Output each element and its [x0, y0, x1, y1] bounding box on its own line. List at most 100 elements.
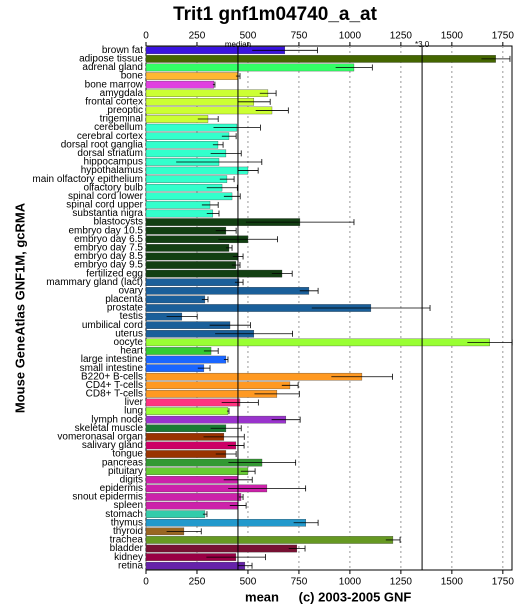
category-label: dorsal root ganglia: [61, 139, 144, 150]
category-label: brown fat: [102, 45, 143, 56]
category-label: salivary gland: [82, 440, 143, 451]
category-label: dorsal striatum: [77, 148, 143, 159]
bar: [145, 244, 230, 252]
category-label: prostate: [107, 303, 144, 314]
category-label: pituitary: [108, 466, 143, 477]
category-label: skeletal muscle: [75, 423, 144, 434]
category-label: digits: [120, 474, 143, 485]
category-label: preoptic: [107, 105, 143, 116]
category-label: main olfactory epithelium: [32, 174, 143, 185]
category-label: hippocampus: [84, 157, 143, 168]
x-tick-label-top: 1250: [390, 31, 413, 42]
bar: [145, 381, 291, 390]
category-label: bone marrow: [85, 79, 144, 90]
category-label: blastocysts: [94, 217, 143, 228]
bar: [145, 63, 355, 72]
category-label: CD4+ T-cells: [86, 380, 143, 391]
category-label: embryo day 7.5: [74, 243, 143, 254]
reference-label: median: [225, 40, 251, 49]
bar: [145, 209, 214, 218]
bar: [145, 166, 249, 175]
bar: [145, 407, 229, 415]
category-label: CD8+ T-cells: [86, 389, 143, 400]
category-label: trigeminal: [100, 114, 143, 125]
category-label: cerebral cortex: [77, 131, 143, 142]
category-label: lung: [124, 406, 143, 417]
x-tick-label-top: 250: [189, 31, 206, 42]
x-tick-label: 1000: [339, 577, 362, 588]
bar: [145, 347, 212, 355]
category-label: embryo day 9.5: [74, 260, 143, 271]
category-label: substantia nigra: [72, 208, 143, 219]
category-label: heart: [120, 346, 143, 357]
bar: [145, 89, 269, 98]
category-label: bone: [121, 71, 144, 82]
bar: [145, 261, 237, 269]
category-label: tongue: [112, 449, 143, 460]
category-label: hypothalamus: [81, 165, 143, 176]
category-label: oocyte: [114, 337, 144, 348]
category-label: bladder: [110, 543, 144, 554]
category-label: umbilical cord: [82, 320, 143, 331]
category-label: stomach: [105, 509, 143, 520]
category-label: adrenal gland: [82, 62, 143, 73]
x-tick-label: 0: [143, 577, 149, 588]
bar: [145, 192, 233, 201]
bar: [145, 55, 496, 63]
category-label: thyroid: [113, 526, 143, 537]
bar: [145, 518, 307, 527]
category-label: thymus: [111, 517, 143, 528]
bar: [145, 106, 273, 115]
bar: [145, 295, 206, 304]
x-tick-label-top: 750: [291, 31, 308, 42]
category-label: testis: [120, 311, 143, 322]
x-tick-label-top: 1750: [492, 31, 515, 42]
category-label: trachea: [110, 535, 144, 546]
category-label: lymph node: [91, 414, 143, 425]
bar: [145, 450, 227, 458]
bar: [145, 201, 211, 209]
bar: [145, 467, 249, 475]
x-tick-label: 250: [189, 577, 206, 588]
x-tick-label: 500: [240, 577, 257, 588]
x-tick-label-top: 500: [240, 31, 257, 42]
bar: [145, 510, 206, 518]
x-tick-label-top: 1000: [339, 31, 362, 42]
category-label: fertilized egg: [86, 268, 143, 279]
category-label: B220+ B-cells: [81, 371, 143, 382]
bar: [145, 441, 237, 450]
bar: [145, 269, 283, 278]
x-tick-label: 750: [291, 577, 308, 588]
bar: [145, 536, 394, 544]
category-label: embryo day 10.5: [69, 225, 144, 236]
category-label: spinal cord lower: [68, 191, 144, 202]
category-label: snout epidermis: [72, 492, 143, 503]
x-axis-title: mean: [245, 589, 279, 604]
y-axis-title: Mouse GeneAtlas GNF1M, gcRMA: [12, 202, 27, 413]
bar: [145, 278, 240, 286]
x-tick-label: 1750: [492, 577, 515, 588]
bar: [145, 544, 298, 553]
x-tick-label: 1500: [441, 577, 464, 588]
x-tick-label: 1250: [390, 577, 413, 588]
category-label: mammary gland (lact): [46, 277, 143, 288]
bar: [145, 415, 287, 424]
category-label: small intestine: [80, 363, 144, 374]
category-label: spinal cord upper: [66, 200, 143, 211]
category-label: olfactory bulb: [84, 182, 144, 193]
category-label: pancreas: [102, 457, 143, 468]
category-label: kidney: [114, 552, 143, 563]
bar: [145, 80, 215, 89]
category-label: retina: [118, 560, 143, 571]
category-label: placenta: [105, 294, 143, 305]
category-label: embryo day 6.5: [74, 234, 143, 245]
category-label: liver: [125, 397, 144, 408]
bar: [145, 372, 363, 381]
x-tick-label-top: 1500: [441, 31, 464, 42]
chart-title: Trit1 gnf1m04740_a_at: [173, 4, 378, 25]
category-label: cerebellum: [94, 122, 143, 133]
category-label: epidermis: [100, 483, 143, 494]
bar: [145, 501, 239, 510]
category-label: large intestine: [81, 354, 144, 365]
